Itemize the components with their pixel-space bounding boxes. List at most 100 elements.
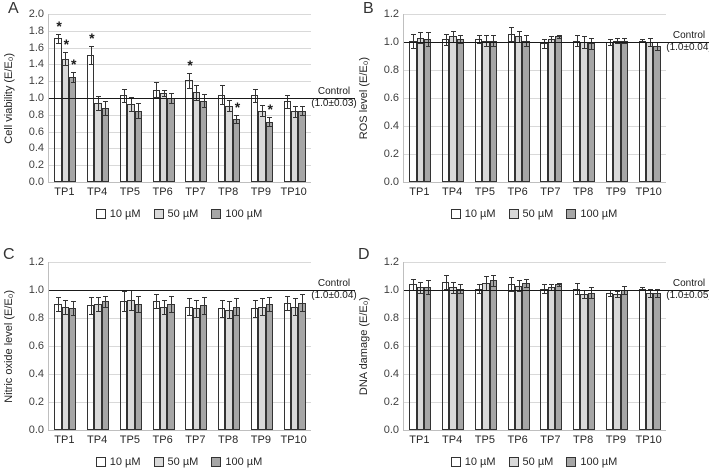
error-bar-cap <box>201 93 207 95</box>
legend-item: 10 µM <box>95 208 141 220</box>
x-tick-label: TP9 <box>605 186 626 198</box>
gridline <box>49 30 311 32</box>
legend-swatch <box>566 457 577 467</box>
error-bar <box>123 88 125 103</box>
error-bar <box>58 34 60 43</box>
error-bar-cap <box>542 47 548 49</box>
error-bar-cap <box>161 89 167 91</box>
y-tick-label: 0.6 <box>383 340 399 352</box>
error-bar <box>72 301 74 316</box>
x-tick-label: TP6 <box>152 434 173 446</box>
significance-marker: * <box>89 29 95 46</box>
gridline <box>49 262 311 263</box>
error-bar-cap <box>516 291 522 293</box>
x-tick-label: TP7 <box>185 434 206 446</box>
error-bar-cap <box>516 30 522 32</box>
significance-marker: * <box>56 18 62 35</box>
error-bar-cap <box>582 47 588 49</box>
panel-letter: B <box>363 0 374 17</box>
bar <box>232 306 241 430</box>
legend-label: 100 µM <box>225 208 263 220</box>
error-bar-cap <box>491 274 497 276</box>
y-axis-ticks: 0.0 0.2 0.4 0.6 0.8 1.0 1.2 1.4 1.6 1.8 2.0 <box>0 8 44 188</box>
y-tick-label: 2.0 <box>28 8 44 20</box>
y-axis-ticks: 0.0 0.2 0.4 0.6 0.8 1.0 1.2 <box>355 256 399 436</box>
x-tick-label: TP6 <box>152 186 173 198</box>
error-bar <box>642 287 644 290</box>
legend-item: 100 µM <box>566 456 617 468</box>
error-bar-cap <box>88 64 94 66</box>
legend-swatch <box>508 457 519 467</box>
error-bar <box>65 51 67 66</box>
error-bar <box>294 105 296 118</box>
error-bar <box>203 93 205 108</box>
error-bar <box>656 42 658 51</box>
x-tick-label: TP10 <box>280 186 307 198</box>
error-bar-cap <box>103 306 109 308</box>
y-tick-label: 1.0 <box>383 36 399 48</box>
legend-item: 50 µM <box>153 456 198 468</box>
error-bar <box>493 274 495 286</box>
gridline <box>49 131 311 133</box>
significance-marker: * <box>70 55 77 72</box>
bar <box>225 309 233 430</box>
error-bar <box>551 284 553 290</box>
y-tick-label: 1.0 <box>28 284 44 296</box>
y-tick-label: 1.8 <box>28 24 44 37</box>
error-bar-cap <box>574 294 580 296</box>
y-tick-label: 0.8 <box>383 64 399 76</box>
error-bar-cap <box>70 71 76 73</box>
error-bar-cap <box>425 294 431 296</box>
bar <box>200 100 208 182</box>
legend-swatch <box>95 457 106 467</box>
error-bar-cap <box>443 274 449 276</box>
error-bar <box>236 298 238 316</box>
error-bar-cap <box>542 39 548 41</box>
error-bar <box>544 284 546 293</box>
error-bar <box>445 274 447 289</box>
error-bar <box>518 280 520 292</box>
x-tick-label: TP1 <box>409 434 430 446</box>
error-bar-cap <box>88 45 94 47</box>
bar <box>555 284 563 430</box>
error-bar-cap <box>654 297 660 298</box>
y-tick-label: 1.2 <box>383 8 399 20</box>
error-bar-cap <box>589 49 595 50</box>
y-tick-label: 1.0 <box>28 92 44 104</box>
panel-a-cell-viability: A Cell viability (E/E₀) 0.0 0.2 0.4 0.6 0.8 1… <box>0 0 357 238</box>
plot-area <box>48 262 355 431</box>
bar <box>152 89 160 182</box>
error-bar-cap <box>285 309 291 311</box>
error-bar <box>649 37 651 47</box>
control-annotation-title: Control <box>672 278 706 289</box>
error-bar-cap <box>556 283 562 284</box>
legend-swatch <box>211 457 222 467</box>
error-bar-cap <box>292 105 298 107</box>
error-bar-cap <box>556 285 562 287</box>
error-bar <box>420 281 422 293</box>
control-annotation-title: Control <box>317 278 351 289</box>
error-bar <box>525 278 527 288</box>
error-bar-cap <box>523 46 529 48</box>
bar <box>474 288 483 430</box>
gridline <box>404 98 666 99</box>
error-bar-cap <box>56 34 62 36</box>
error-bar <box>58 297 60 311</box>
error-bar-cap <box>234 123 240 125</box>
error-bar <box>189 298 191 316</box>
error-bar-cap <box>63 299 69 301</box>
bar <box>514 285 523 430</box>
error-bar <box>591 287 593 299</box>
error-bar-cap <box>418 32 424 34</box>
x-tick-label: TP8 <box>573 186 594 198</box>
legend-label: 10 µM <box>464 208 496 220</box>
bar <box>653 292 661 430</box>
error-bar-cap <box>299 106 305 108</box>
x-tick-label: TP5 <box>474 186 495 198</box>
error-bar <box>478 284 480 293</box>
x-tick-label: TP7 <box>540 186 561 198</box>
error-bar <box>584 290 586 299</box>
error-bar <box>558 283 560 286</box>
significance-marker: * <box>267 101 273 118</box>
bar <box>69 308 77 430</box>
